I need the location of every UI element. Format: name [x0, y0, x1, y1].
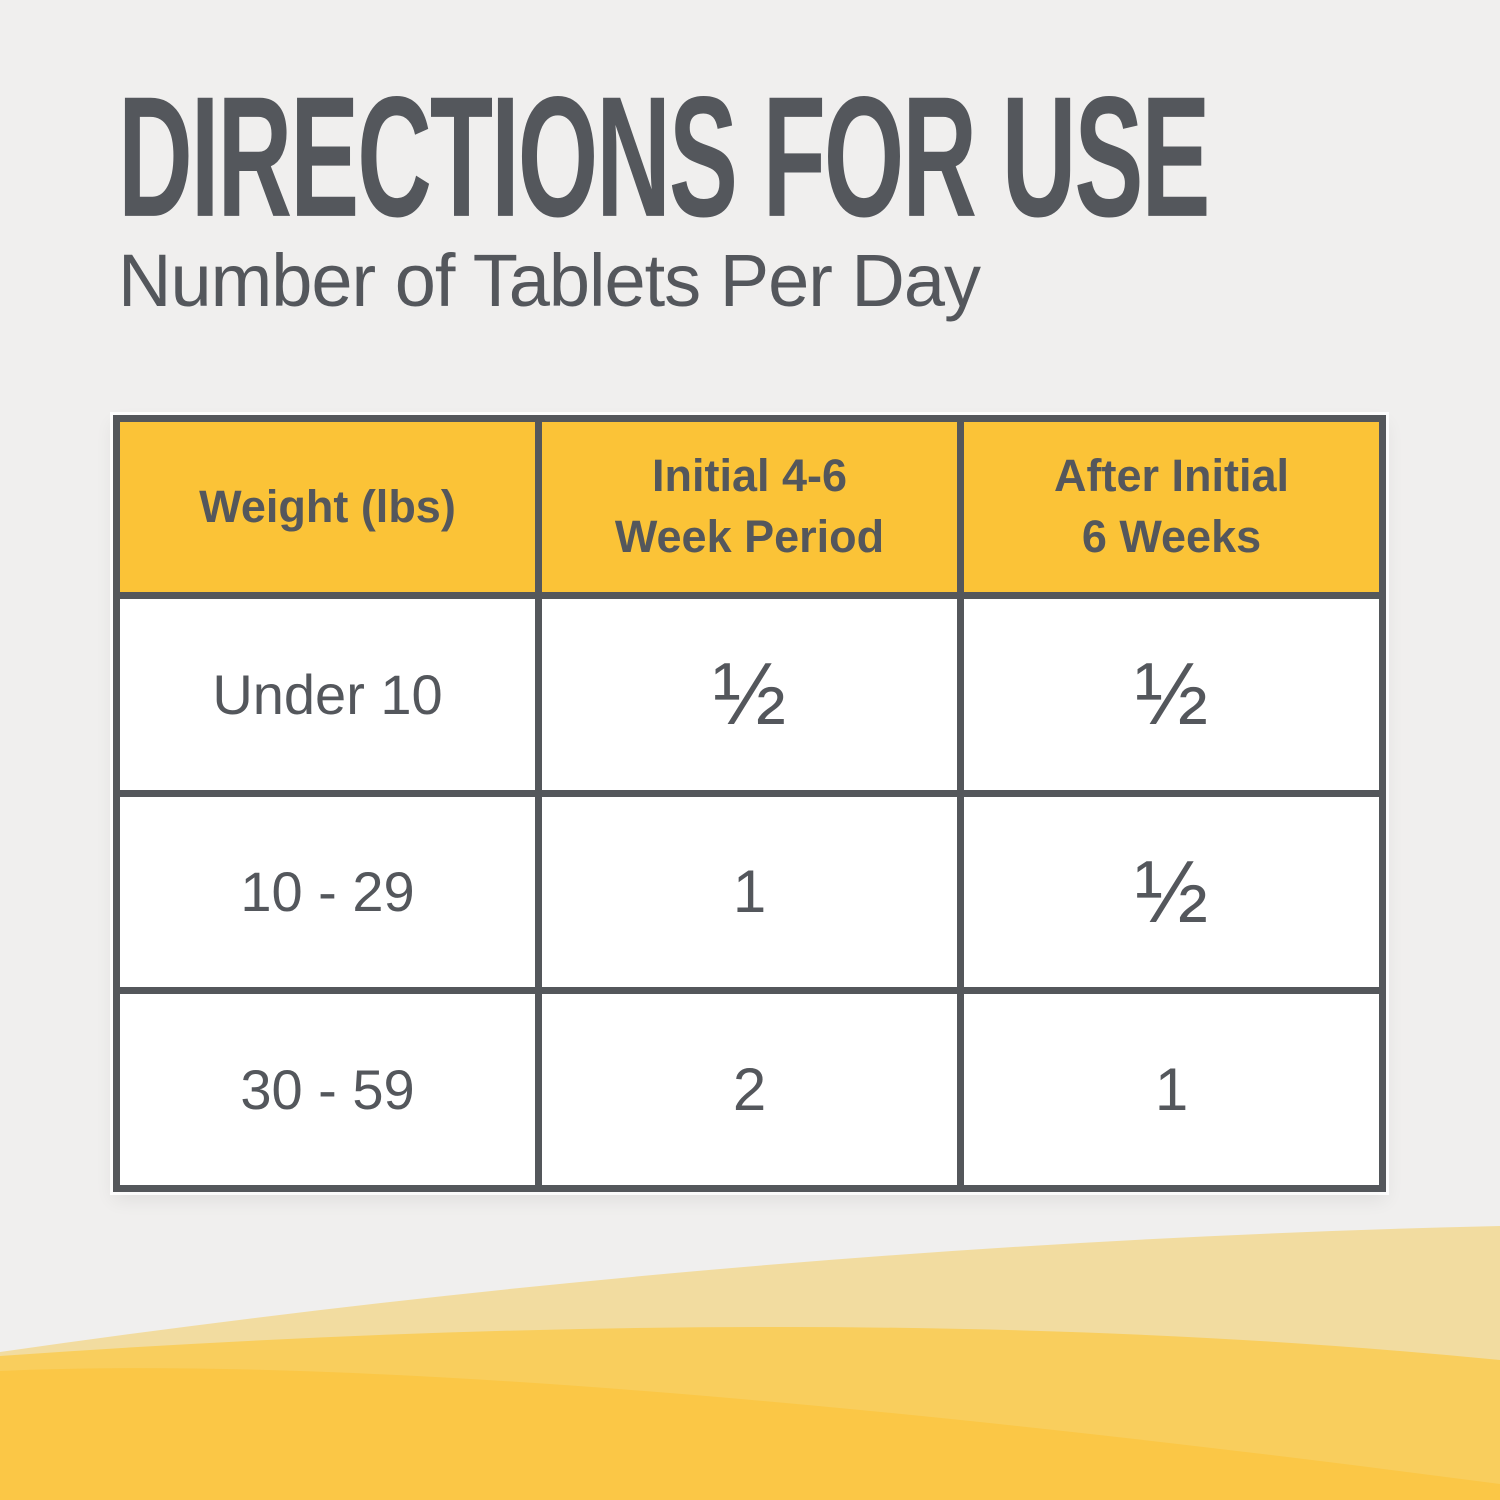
cell-row3-after: 1 [964, 994, 1379, 1185]
dosage-table: Weight (lbs) Initial 4-6 Week Period Aft… [113, 415, 1386, 1192]
column-header-initial-period: Initial 4-6 Week Period [542, 422, 957, 592]
cell-row2-initial: 1 [542, 796, 957, 988]
column-header-after-initial: After Initial 6 Weeks [964, 422, 1379, 592]
page-subtitle: Number of Tablets Per Day [118, 239, 981, 322]
cell-row2-weight: 10 - 29 [120, 796, 535, 988]
wave-pale-layer [0, 1226, 1500, 1500]
wave-deep-layer [0, 1368, 1500, 1500]
column-header-weight: Weight (lbs) [120, 422, 535, 592]
cell-row1-initial: ½ [542, 599, 957, 790]
cell-row3-weight: 30 - 59 [120, 994, 535, 1185]
cell-row1-after: ½ [964, 599, 1379, 790]
page-title: DIRECTIONS FOR USE [118, 61, 1210, 253]
wave-mid-layer [0, 1326, 1500, 1500]
cell-row1-weight: Under 10 [120, 599, 535, 790]
cell-row2-after: ½ [964, 796, 1379, 988]
cell-row3-initial: 2 [542, 994, 957, 1185]
